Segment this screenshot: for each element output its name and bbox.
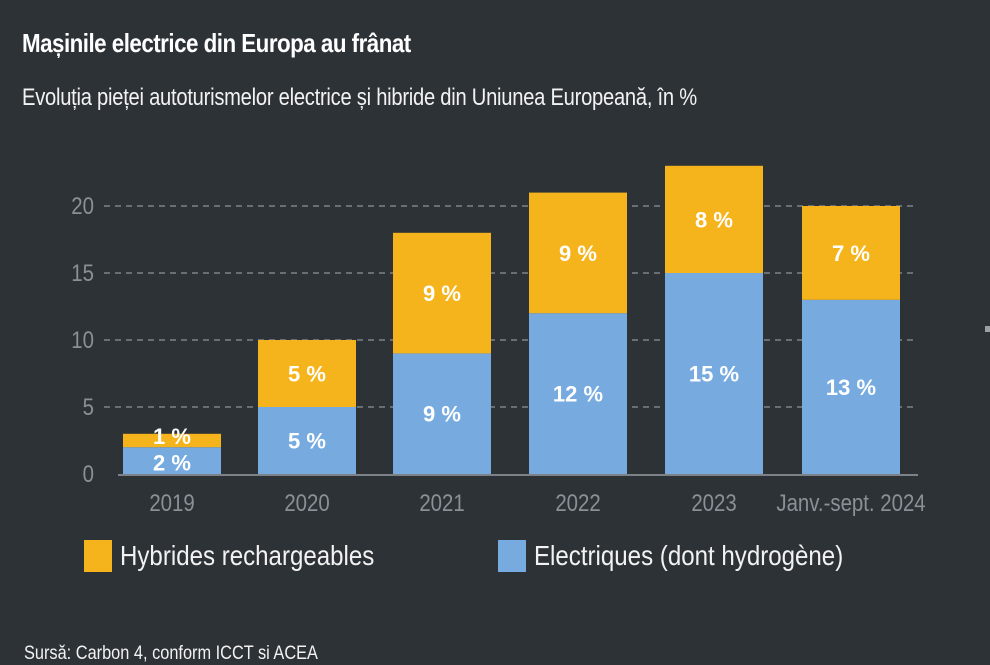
bar-label-electric: 13 % (826, 375, 876, 400)
x-tick-label: Janv.-sept. 2024 (776, 489, 925, 516)
bar-hybrid (123, 433, 221, 448)
x-tick-label: 2021 (419, 489, 464, 516)
x-tick-label: 2019 (149, 489, 194, 516)
grid-lines (104, 205, 918, 408)
bar-electric (665, 273, 763, 474)
bar-label-hybrid: 7 % (832, 241, 870, 266)
x-tick-label: 2023 (691, 489, 736, 516)
x-tick-label: 2020 (284, 489, 329, 516)
bar-electric (123, 447, 221, 474)
bar-hybrid (665, 165, 763, 273)
bar-hybrid (802, 206, 900, 300)
legend-item-electric: Electriques (dont hydrogène) (497, 540, 894, 572)
chart-title: Mașinile electrice din Europa au frânat (22, 28, 411, 58)
y-tick-label: 5 (83, 393, 94, 420)
legend-swatch-electric (497, 540, 526, 572)
bar-label-electric: 15 % (689, 362, 739, 387)
legend-label-hybrid: Hybrides rechargeables (120, 540, 375, 571)
bar-label-hybrid: 8 % (695, 207, 733, 232)
bar-electric (393, 353, 491, 474)
bar-electric (529, 313, 627, 474)
bar-label-hybrid: 9 % (423, 281, 461, 306)
legend: Hybrides rechargeables Electriques (dont… (84, 540, 953, 572)
bar-hybrid (529, 192, 627, 314)
edge-marker (985, 326, 990, 332)
bar-electric (802, 299, 900, 474)
chart-subtitle: Evoluția pieței autoturismelor electrice… (22, 84, 697, 111)
y-axis-ticks: 0 5 10 15 20 (71, 192, 94, 487)
bar-label-hybrid: 5 % (288, 362, 326, 387)
x-axis-labels: 2019 2020 2021 2022 2023 Janv.-sept. 2024 (149, 489, 925, 516)
bars: 2 %1 % 5 % 5 % 9 % 9 % 12 % 9 % 15 % 8 % 13 % 7 % (123, 165, 900, 476)
bar-hybrid (258, 340, 356, 407)
stacked-bar-chart: 0 5 10 15 20 2 %1 % 5 % 5 % 9 % 9 % 12 % 9 % 15 % 8 … (71, 165, 926, 516)
legend-item-hybrid: Hybrides rechargeables (84, 540, 416, 572)
y-tick-label: 20 (71, 192, 94, 219)
bar-label-electric: 9 % (423, 402, 461, 427)
legend-label-electric: Electriques (dont hydrogène) (533, 540, 843, 571)
bar-label-hybrid: 1 % (153, 424, 191, 449)
y-tick-label: 15 (71, 259, 94, 286)
legend-swatch-hybrid (84, 540, 112, 572)
source-note: Sursă: Carbon 4, conform ICCT si ACEA (24, 643, 318, 664)
bar-label-electric: 2 % (153, 451, 191, 476)
bar-label-hybrid: 9 % (559, 241, 597, 266)
bar-hybrid (393, 232, 491, 354)
y-tick-label: 10 (71, 326, 94, 353)
bar-label-electric: 5 % (288, 429, 326, 454)
y-tick-label: 0 (83, 460, 94, 487)
bar-label-electric: 12 % (553, 382, 603, 407)
bar-electric (258, 407, 356, 474)
x-tick-label: 2022 (555, 489, 600, 516)
